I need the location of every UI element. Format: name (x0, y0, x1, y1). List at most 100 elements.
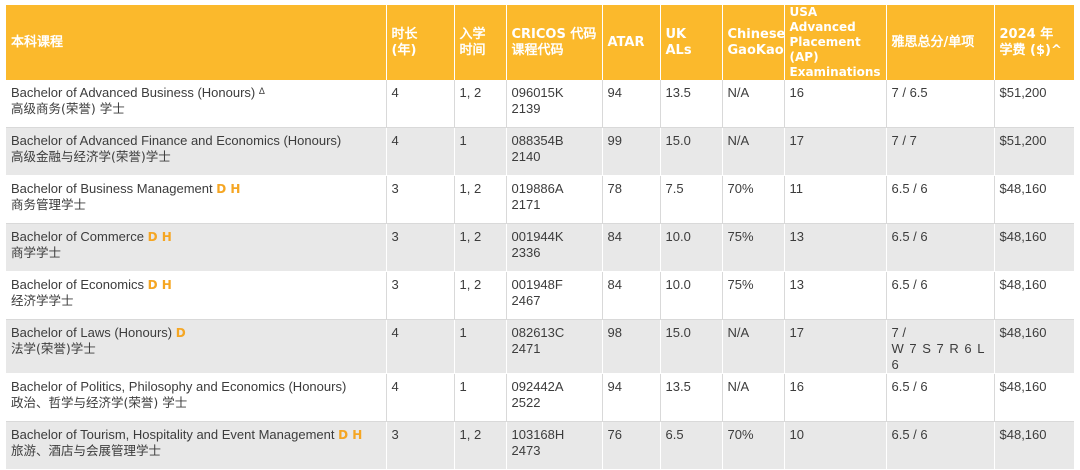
course-name-en: Bachelor of Business Management (11, 181, 213, 196)
gaokao-cell: 70% (722, 175, 785, 224)
fee-cell: $51,200 (994, 127, 1074, 176)
course-cell: Bachelor of Commerce D H 商学学士 (6, 223, 387, 272)
usa-ap-cell: 16 (784, 80, 887, 128)
intake-cell: 1, 2 (454, 80, 507, 128)
ielts-line: 6.5 / 6 (891, 181, 928, 196)
course-cell: Bachelor of Advanced Finance and Economi… (6, 127, 387, 176)
header-course: 本科课程 (6, 5, 387, 80)
course-name-cn: 高级商务(荣誉) 学士 (11, 101, 125, 116)
atar-cell: 84 (602, 271, 661, 320)
course-cell: Bachelor of Economics D H 经济学学士 (6, 271, 387, 320)
cricos-code: 092442A (511, 379, 564, 394)
delta-mark: Δ (258, 86, 265, 96)
table-row: Bachelor of Tourism, Hospitality and Eve… (6, 421, 1074, 470)
ielts-line: 7 / 6.5 (891, 85, 928, 100)
intake-cell: 1, 2 (454, 271, 507, 320)
course-name-en: Bachelor of Economics (11, 277, 144, 292)
gaokao-cell: N/A (722, 319, 785, 374)
delivery-badge: D H (338, 428, 363, 442)
course-code: 2522 (511, 395, 541, 410)
header-duration: 时长 (年) (386, 5, 455, 80)
fee-cell: $48,160 (994, 421, 1074, 470)
cricos-cell: 096015K 2139 (506, 80, 603, 128)
ukals-cell: 15.0 (660, 127, 723, 176)
atar-cell: 94 (602, 373, 661, 422)
course-table-container: 本科课程 时长 (年) 入学 时间 CRICOS 代码 课程代码 ATAR UK AL… (6, 5, 1074, 470)
course-name-cn: 商学学士 (11, 245, 62, 260)
table-row: Bachelor of Advanced Finance and Economi… (6, 127, 1074, 176)
course-name-cn: 商务管理学士 (11, 197, 87, 212)
duration-cell: 3 (386, 223, 455, 272)
course-code: 2139 (511, 101, 541, 116)
cricos-cell: 103168H 2473 (506, 421, 603, 470)
course-code: 2473 (511, 443, 541, 458)
course-table: 本科课程 时长 (年) 入学 时间 CRICOS 代码 课程代码 ATAR UK AL… (6, 5, 1074, 470)
ukals-cell: 10.0 (660, 223, 723, 272)
header-atar: ATAR (602, 5, 661, 80)
duration-cell: 3 (386, 271, 455, 320)
cricos-code: 096015K (511, 85, 564, 100)
ielts-line: 6.5 / 6 (891, 229, 928, 244)
ukals-cell: 13.5 (660, 80, 723, 128)
table-row: Bachelor of Politics, Philosophy and Eco… (6, 373, 1074, 422)
gaokao-cell: N/A (722, 80, 785, 128)
usa-ap-cell: 11 (784, 175, 887, 224)
header-ukals: UK ALs (660, 5, 723, 80)
course-name-en: Bachelor of Advanced Finance and Economi… (11, 133, 342, 148)
course-name-en: Bachelor of Laws (Honours) (11, 325, 173, 340)
cricos-code: 001944K (511, 229, 564, 244)
gaokao-cell: N/A (722, 373, 785, 422)
atar-cell: 84 (602, 223, 661, 272)
fee-cell: $48,160 (994, 175, 1074, 224)
cricos-cell: 082613C 2471 (506, 319, 603, 374)
intake-cell: 1, 2 (454, 175, 507, 224)
duration-cell: 3 (386, 421, 455, 470)
course-name-cn: 经济学学士 (11, 293, 74, 308)
duration-cell: 4 (386, 373, 455, 422)
ielts-line: 7 / (891, 325, 906, 340)
duration-cell: 3 (386, 175, 455, 224)
cricos-cell: 001948F 2467 (506, 271, 603, 320)
course-name-en: Bachelor of Advanced Business (Honours) (11, 85, 256, 100)
course-cell: Bachelor of Politics, Philosophy and Eco… (6, 373, 387, 422)
header-cricos: CRICOS 代码 课程代码 (506, 5, 603, 80)
intake-cell: 1, 2 (454, 421, 507, 470)
course-cell: Bachelor of Advanced Business (Honours) … (6, 80, 387, 128)
table-row: Bachelor of Commerce D H 商学学士 3 1, 2 001… (6, 223, 1074, 272)
course-code: 2471 (511, 341, 541, 356)
header-ielts: 雅思总分/单项 (886, 5, 995, 80)
course-name-en: Bachelor of Tourism, Hospitality and Eve… (11, 427, 335, 442)
cricos-code: 019886A (511, 181, 564, 196)
ielts-cell: 6.5 / 6 (886, 421, 995, 470)
ielts-cell: 6.5 / 6 (886, 175, 995, 224)
atar-cell: 78 (602, 175, 661, 224)
ielts-cell: 7 /W 7 S 7 R 6 L 6 (886, 319, 995, 374)
course-cell: Bachelor of Laws (Honours) D 法学(荣誉)学士 (6, 319, 387, 374)
gaokao-cell: 75% (722, 271, 785, 320)
ukals-cell: 13.5 (660, 373, 723, 422)
course-name-cn: 高级金融与经济学(荣誉)学士 (11, 149, 171, 164)
ukals-cell: 7.5 (660, 175, 723, 224)
table-row: Bachelor of Business Management D H 商务管理… (6, 175, 1074, 224)
course-cell: Bachelor of Tourism, Hospitality and Eve… (6, 421, 387, 470)
ielts-cell: 6.5 / 6 (886, 223, 995, 272)
course-name-cn: 政治、哲学与经济学(荣誉) 学士 (11, 395, 188, 410)
cricos-cell: 001944K 2336 (506, 223, 603, 272)
ielts-line: 6.5 / 6 (891, 427, 928, 442)
atar-cell: 76 (602, 421, 661, 470)
ielts-line: 6.5 / 6 (891, 277, 928, 292)
duration-cell: 4 (386, 319, 455, 374)
ielts-cell: 7 / 6.5 (886, 80, 995, 128)
header-usa-ap: USA Advanced Placement (AP) Examinations (784, 5, 887, 80)
atar-cell: 99 (602, 127, 661, 176)
cricos-cell: 088354B 2140 (506, 127, 603, 176)
header-fee: 2024 年学费 ($)^ (994, 5, 1074, 80)
cricos-code: 088354B (511, 133, 564, 148)
ielts-cell: 6.5 / 6 (886, 373, 995, 422)
course-name-cn: 旅游、酒店与会展管理学士 (11, 443, 162, 458)
table-row: Bachelor of Laws (Honours) D 法学(荣誉)学士 4 … (6, 319, 1074, 374)
ukals-cell: 10.0 (660, 271, 723, 320)
intake-cell: 1 (454, 373, 507, 422)
intake-cell: 1 (454, 319, 507, 374)
ielts-line: 6.5 / 6 (891, 379, 928, 394)
